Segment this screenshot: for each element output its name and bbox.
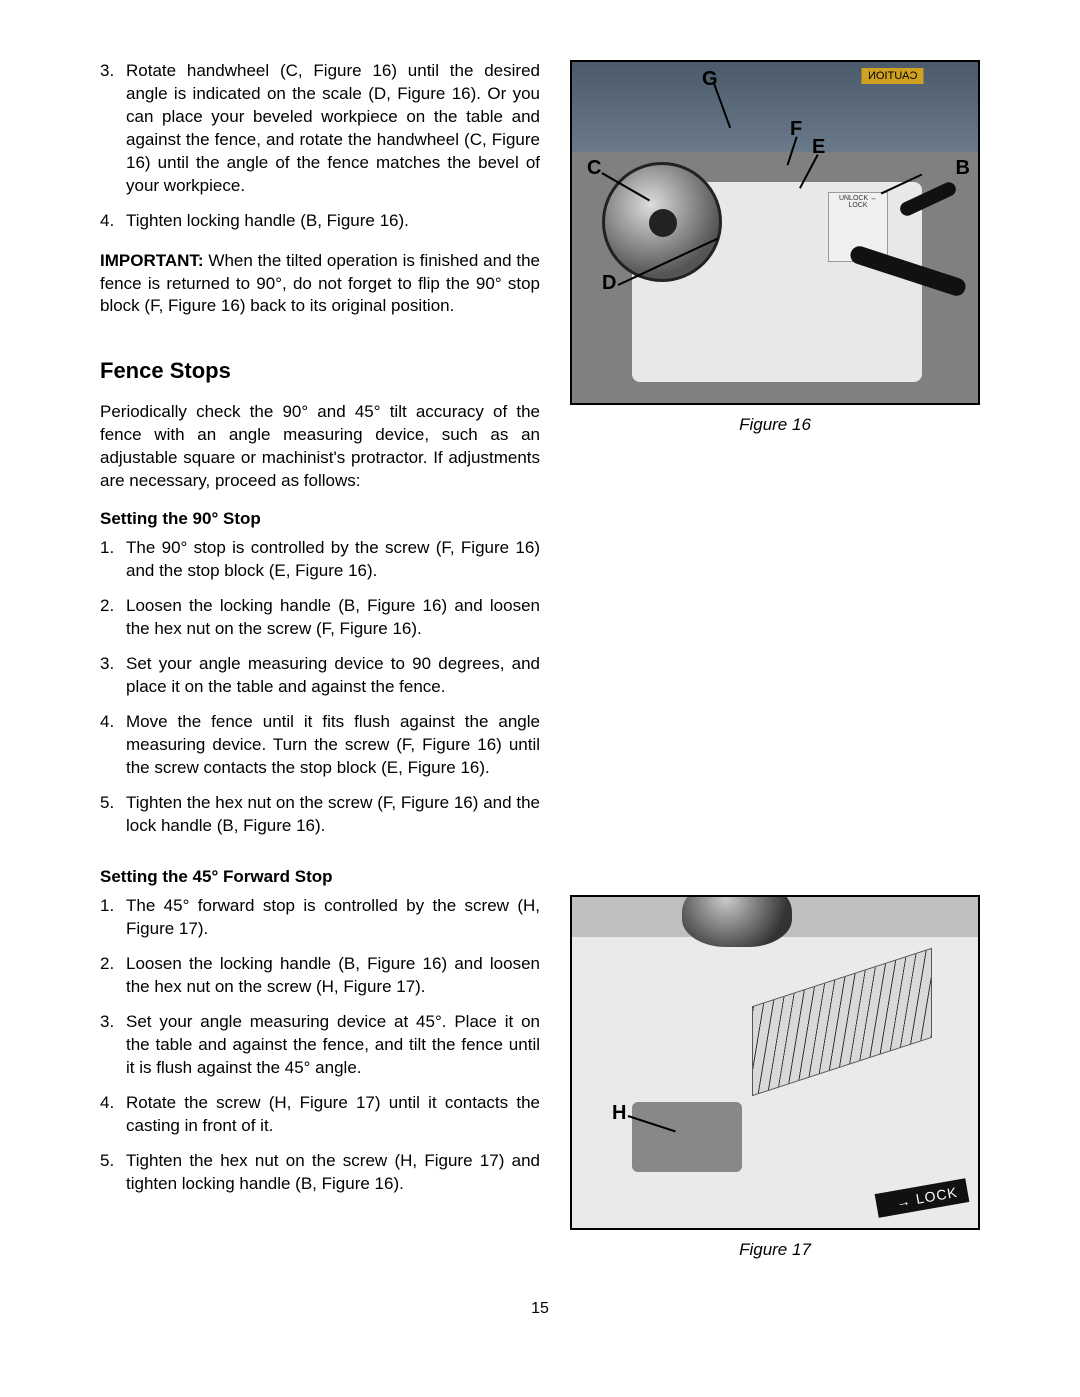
fig16-label-c: C — [587, 157, 601, 180]
continued-steps-list: 3. Rotate handwheel (C, Figure 16) until… — [100, 60, 540, 233]
s45-step-2: 2.Loosen the locking handle (B, Figure 1… — [100, 953, 540, 999]
subheading-90-stop: Setting the 90° Stop — [100, 509, 540, 529]
s45-step-1: 1.The 45° forward stop is controlled by … — [100, 895, 540, 941]
step-text: Tighten the hex nut on the screw (H, Fig… — [126, 1150, 540, 1196]
step-number: 1. — [100, 537, 126, 583]
step-number: 3. — [100, 653, 126, 699]
subheading-45-stop: Setting the 45° Forward Stop — [100, 867, 540, 887]
step-number: 2. — [100, 595, 126, 641]
step-text: The 90° stop is controlled by the screw … — [126, 537, 540, 583]
step-number: 3. — [100, 60, 126, 198]
page-number: 15 — [100, 1300, 980, 1318]
intro-paragraph: Periodically check the 90° and 45° tilt … — [100, 401, 540, 493]
figure-16-caption: Figure 16 — [570, 415, 980, 435]
two-column-layout: 3. Rotate handwheel (C, Figure 16) until… — [100, 60, 980, 1260]
right-column: CAUTION UNLOCK ↔ LOCK G F E C B D Figur — [570, 60, 980, 1260]
figure-16: CAUTION UNLOCK ↔ LOCK G F E C B D — [570, 60, 980, 405]
step-4: 4. Tighten locking handle (B, Figure 16)… — [100, 210, 540, 233]
step-text: Loosen the locking handle (B, Figure 16)… — [126, 953, 540, 999]
step-text: Set your angle measuring device at 45°. … — [126, 1011, 540, 1080]
step-number: 4. — [100, 1092, 126, 1138]
s45-step-3: 3.Set your angle measuring device at 45°… — [100, 1011, 540, 1080]
step-number: 2. — [100, 953, 126, 999]
s90-step-5: 5.Tighten the hex nut on the screw (F, F… — [100, 792, 540, 838]
step-number: 4. — [100, 210, 126, 233]
fig17-screw-area — [632, 1102, 742, 1172]
fig16-label-b: B — [956, 157, 970, 180]
s90-step-2: 2.Loosen the locking handle (B, Figure 1… — [100, 595, 540, 641]
important-note: IMPORTANT: When the tilted operation is … — [100, 250, 540, 319]
fig16-label-d: D — [602, 272, 616, 295]
s45-step-5: 5.Tighten the hex nut on the screw (H, F… — [100, 1150, 540, 1196]
step-number: 5. — [100, 1150, 126, 1196]
section-heading-fence-stops: Fence Stops — [100, 358, 540, 384]
steps-45-list: 1.The 45° forward stop is controlled by … — [100, 895, 540, 1195]
s90-step-1: 1.The 90° stop is controlled by the scre… — [100, 537, 540, 583]
step-text: Set your angle measuring device to 90 de… — [126, 653, 540, 699]
step-text: Tighten the hex nut on the screw (F, Fig… — [126, 792, 540, 838]
s90-step-3: 3.Set your angle measuring device to 90 … — [100, 653, 540, 699]
step-text: Tighten locking handle (B, Figure 16). — [126, 210, 540, 233]
left-column: 3. Rotate handwheel (C, Figure 16) until… — [100, 60, 540, 1260]
figure-17: → LOCK H — [570, 895, 980, 1230]
manual-page: 3. Rotate handwheel (C, Figure 16) until… — [0, 0, 1080, 1358]
step-number: 3. — [100, 1011, 126, 1080]
step-text: Rotate the screw (H, Figure 17) until it… — [126, 1092, 540, 1138]
step-text: Move the fence until it fits flush again… — [126, 711, 540, 780]
fig16-caution-label: CAUTION — [862, 68, 924, 84]
s90-step-4: 4.Move the fence until it fits flush aga… — [100, 711, 540, 780]
step-3: 3. Rotate handwheel (C, Figure 16) until… — [100, 60, 540, 198]
steps-90-list: 1.The 90° stop is controlled by the scre… — [100, 537, 540, 837]
step-number: 4. — [100, 711, 126, 780]
fig17-knob — [682, 895, 792, 947]
step-text: The 45° forward stop is controlled by th… — [126, 895, 540, 941]
step-text: Loosen the locking handle (B, Figure 16)… — [126, 595, 540, 641]
step-number: 5. — [100, 792, 126, 838]
important-label: IMPORTANT: — [100, 251, 204, 270]
step-number: 1. — [100, 895, 126, 941]
fig16-label-e: E — [812, 136, 825, 159]
figure-17-caption: Figure 17 — [570, 1240, 980, 1260]
step-text: Rotate handwheel (C, Figure 16) until th… — [126, 60, 540, 198]
fig17-label-h: H — [612, 1102, 626, 1125]
s45-step-4: 4.Rotate the screw (H, Figure 17) until … — [100, 1092, 540, 1138]
